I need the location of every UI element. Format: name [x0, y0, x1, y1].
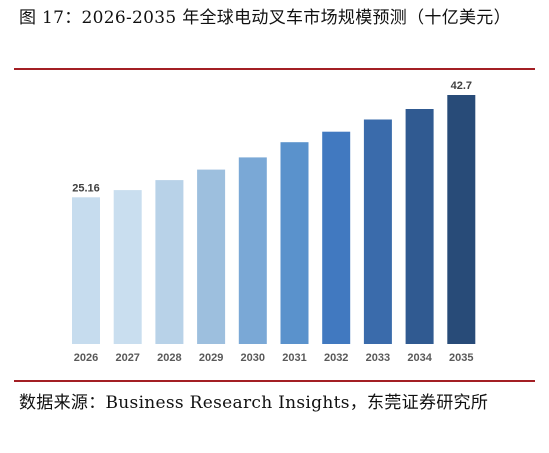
- bar-2034: [405, 109, 434, 344]
- figure-title: 图 17：2026-2035 年全球电动叉车市场规模预测（十亿美元）: [19, 8, 511, 28]
- data-label-2035: 42.7: [451, 80, 472, 92]
- x-tick-2027: 2027: [115, 352, 139, 364]
- bar-2028: [155, 180, 184, 344]
- x-tick-2035: 2035: [449, 352, 473, 364]
- x-tick-2029: 2029: [199, 352, 223, 364]
- bar-chart: 2026 25.16 2027 2028 2029 2030 2031 2032 2033 203…: [72, 80, 476, 364]
- bar-2031: [280, 142, 309, 344]
- bar-2032: [322, 131, 351, 344]
- bar-2029: [197, 169, 226, 344]
- x-tick-2030: 2030: [241, 352, 265, 364]
- top-rule: [14, 68, 535, 70]
- bar-2026: [72, 197, 100, 344]
- data-label-2026: 25.16: [72, 182, 100, 194]
- bar-2030: [238, 157, 267, 344]
- bar-2027: [113, 190, 142, 344]
- x-tick-2032: 2032: [324, 352, 348, 364]
- bar-2035: [447, 95, 476, 344]
- x-tick-2031: 2031: [282, 352, 306, 364]
- source-note: 数据来源：Business Research Insights，东莞证券研究所: [19, 393, 489, 413]
- bottom-rule: [14, 380, 535, 382]
- x-tick-2026: 2026: [74, 352, 98, 364]
- x-tick-2033: 2033: [366, 352, 390, 364]
- x-tick-2028: 2028: [157, 352, 181, 364]
- bar-2033: [363, 119, 392, 344]
- x-tick-2034: 2034: [407, 352, 432, 364]
